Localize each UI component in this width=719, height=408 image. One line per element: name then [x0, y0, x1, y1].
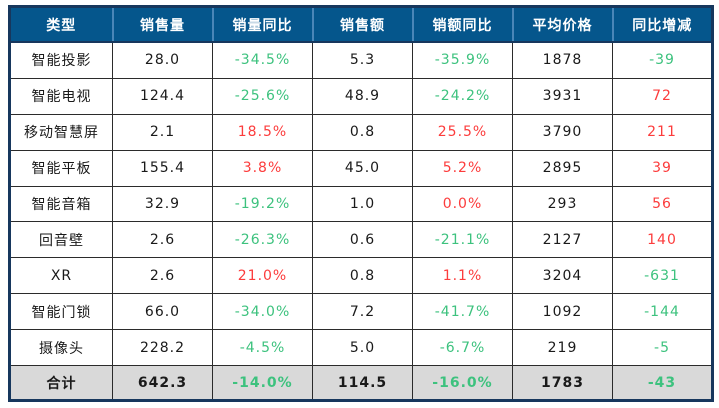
table-cell: 5.0 [312, 329, 413, 366]
row-category: 智能平板 [9, 149, 113, 187]
table-cell: -5 [612, 329, 713, 366]
column-header: 同比增减 [612, 6, 713, 43]
table-cell: 140 [612, 221, 713, 259]
table-cell: 0.6 [312, 221, 413, 259]
table-cell: -21.1% [412, 221, 513, 259]
row-category: 智能门锁 [9, 293, 113, 331]
total-cell: -43 [612, 365, 713, 401]
total-cell: 114.5 [312, 365, 413, 401]
table-cell: 3204 [512, 257, 613, 295]
table-cell: 0.8 [312, 113, 413, 151]
table-cell: 66.0 [112, 293, 213, 331]
table-cell: 2127 [512, 221, 613, 259]
table-head: 类型 销售量 销量同比 销售额 销额同比 平均价格 同比增减 [9, 6, 713, 43]
total-cell: -16.0% [412, 365, 513, 401]
table-cell: 124.4 [112, 77, 213, 115]
table-cell: 1092 [512, 293, 613, 331]
row-category: 移动智慧屏 [9, 113, 113, 151]
table-cell: 25.5% [412, 113, 513, 151]
row-category: XR [9, 257, 113, 295]
table-row: 摄像头 228.2 -4.5% 5.0 -6.7% 219 -5 [9, 329, 713, 366]
table-cell: -4.5% [212, 329, 313, 366]
table-cell: -24.2% [412, 77, 513, 115]
table-cell: 45.0 [312, 149, 413, 187]
table-cell: 1878 [512, 41, 613, 79]
table-cell: 5.2% [412, 149, 513, 187]
table-cell: -25.6% [212, 77, 313, 115]
table-row: 智能电视 124.4 -25.6% 48.9 -24.2% 3931 72 [9, 77, 713, 115]
table-foot: 合计 642.3 -14.0% 114.5 -16.0% 1783 -43 [9, 365, 713, 401]
table-row: 智能音箱 32.9 -19.2% 1.0 0.0% 293 56 [9, 185, 713, 223]
total-cell: -14.0% [212, 365, 313, 401]
row-category: 回音壁 [9, 221, 113, 259]
total-cell: 642.3 [112, 365, 213, 401]
table-cell: 28.0 [112, 41, 213, 79]
table-cell: 18.5% [212, 113, 313, 151]
table-cell: 7.2 [312, 293, 413, 331]
total-cell: 1783 [512, 365, 613, 401]
table-cell: 293 [512, 185, 613, 223]
table-cell: 3931 [512, 77, 613, 115]
table-cell: -35.9% [412, 41, 513, 79]
table-cell: 211 [612, 113, 713, 151]
table-cell: 0.8 [312, 257, 413, 295]
table-cell: 72 [612, 77, 713, 115]
table-cell: 1.1% [412, 257, 513, 295]
table-cell: -26.3% [212, 221, 313, 259]
table-row: 移动智慧屏 2.1 18.5% 0.8 25.5% 3790 211 [9, 113, 713, 151]
table-cell: -6.7% [412, 329, 513, 366]
table-cell: 56 [612, 185, 713, 223]
table-cell: 3790 [512, 113, 613, 151]
table-cell: 2895 [512, 149, 613, 187]
table-row: XR 2.6 21.0% 0.8 1.1% 3204 -631 [9, 257, 713, 295]
table-cell: -39 [612, 41, 713, 79]
row-category: 智能音箱 [9, 185, 113, 223]
table-cell: -34.5% [212, 41, 313, 79]
total-label: 合计 [9, 365, 113, 401]
table-cell: 2.6 [112, 221, 213, 259]
column-header: 类型 [9, 6, 114, 43]
column-header: 销售额 [312, 6, 414, 43]
table-cell: 39 [612, 149, 713, 187]
table-cell: 1.0 [312, 185, 413, 223]
table-cell: -34.0% [212, 293, 313, 331]
table-row: 智能平板 155.4 3.8% 45.0 5.2% 2895 39 [9, 149, 713, 187]
table-cell: 219 [512, 329, 613, 366]
table-row: 回音壁 2.6 -26.3% 0.6 -21.1% 2127 140 [9, 221, 713, 259]
table-cell: 3.8% [212, 149, 313, 187]
table-cell: 21.0% [212, 257, 313, 295]
column-header: 销额同比 [412, 6, 514, 43]
table-cell: 2.1 [112, 113, 213, 151]
row-category: 智能电视 [9, 77, 113, 115]
table-cell: 0.0% [412, 185, 513, 223]
column-header: 平均价格 [512, 6, 614, 43]
row-category: 摄像头 [9, 329, 113, 366]
table-cell: 32.9 [112, 185, 213, 223]
total-row: 合计 642.3 -14.0% 114.5 -16.0% 1783 -43 [9, 365, 713, 401]
table-cell: 228.2 [112, 329, 213, 366]
table-cell: 2.6 [112, 257, 213, 295]
table-body: 智能投影 28.0 -34.5% 5.3 -35.9% 1878 -39 智能电视 124.4-… [9, 41, 713, 366]
column-header: 销售量 [112, 6, 214, 43]
table-cell: 155.4 [112, 149, 213, 187]
table-cell: 5.3 [312, 41, 413, 79]
header-row: 类型 销售量 销量同比 销售额 销额同比 平均价格 同比增减 [9, 6, 713, 43]
table-row: 智能门锁 66.0 -34.0% 7.2 -41.7% 1092 -144 [9, 293, 713, 331]
table-cell: -144 [612, 293, 713, 331]
table-cell: 48.9 [312, 77, 413, 115]
table-row: 智能投影 28.0 -34.5% 5.3 -35.9% 1878 -39 [9, 41, 713, 79]
row-category: 智能投影 [9, 41, 113, 79]
table-cell: -19.2% [212, 185, 313, 223]
table-cell: -631 [612, 257, 713, 295]
table-cell: -41.7% [412, 293, 513, 331]
sales-data-table: 类型 销售量 销量同比 销售额 销额同比 平均价格 同比增减 智能投影 28.0 -34.5% 5… [8, 5, 714, 402]
column-header: 销量同比 [212, 6, 314, 43]
